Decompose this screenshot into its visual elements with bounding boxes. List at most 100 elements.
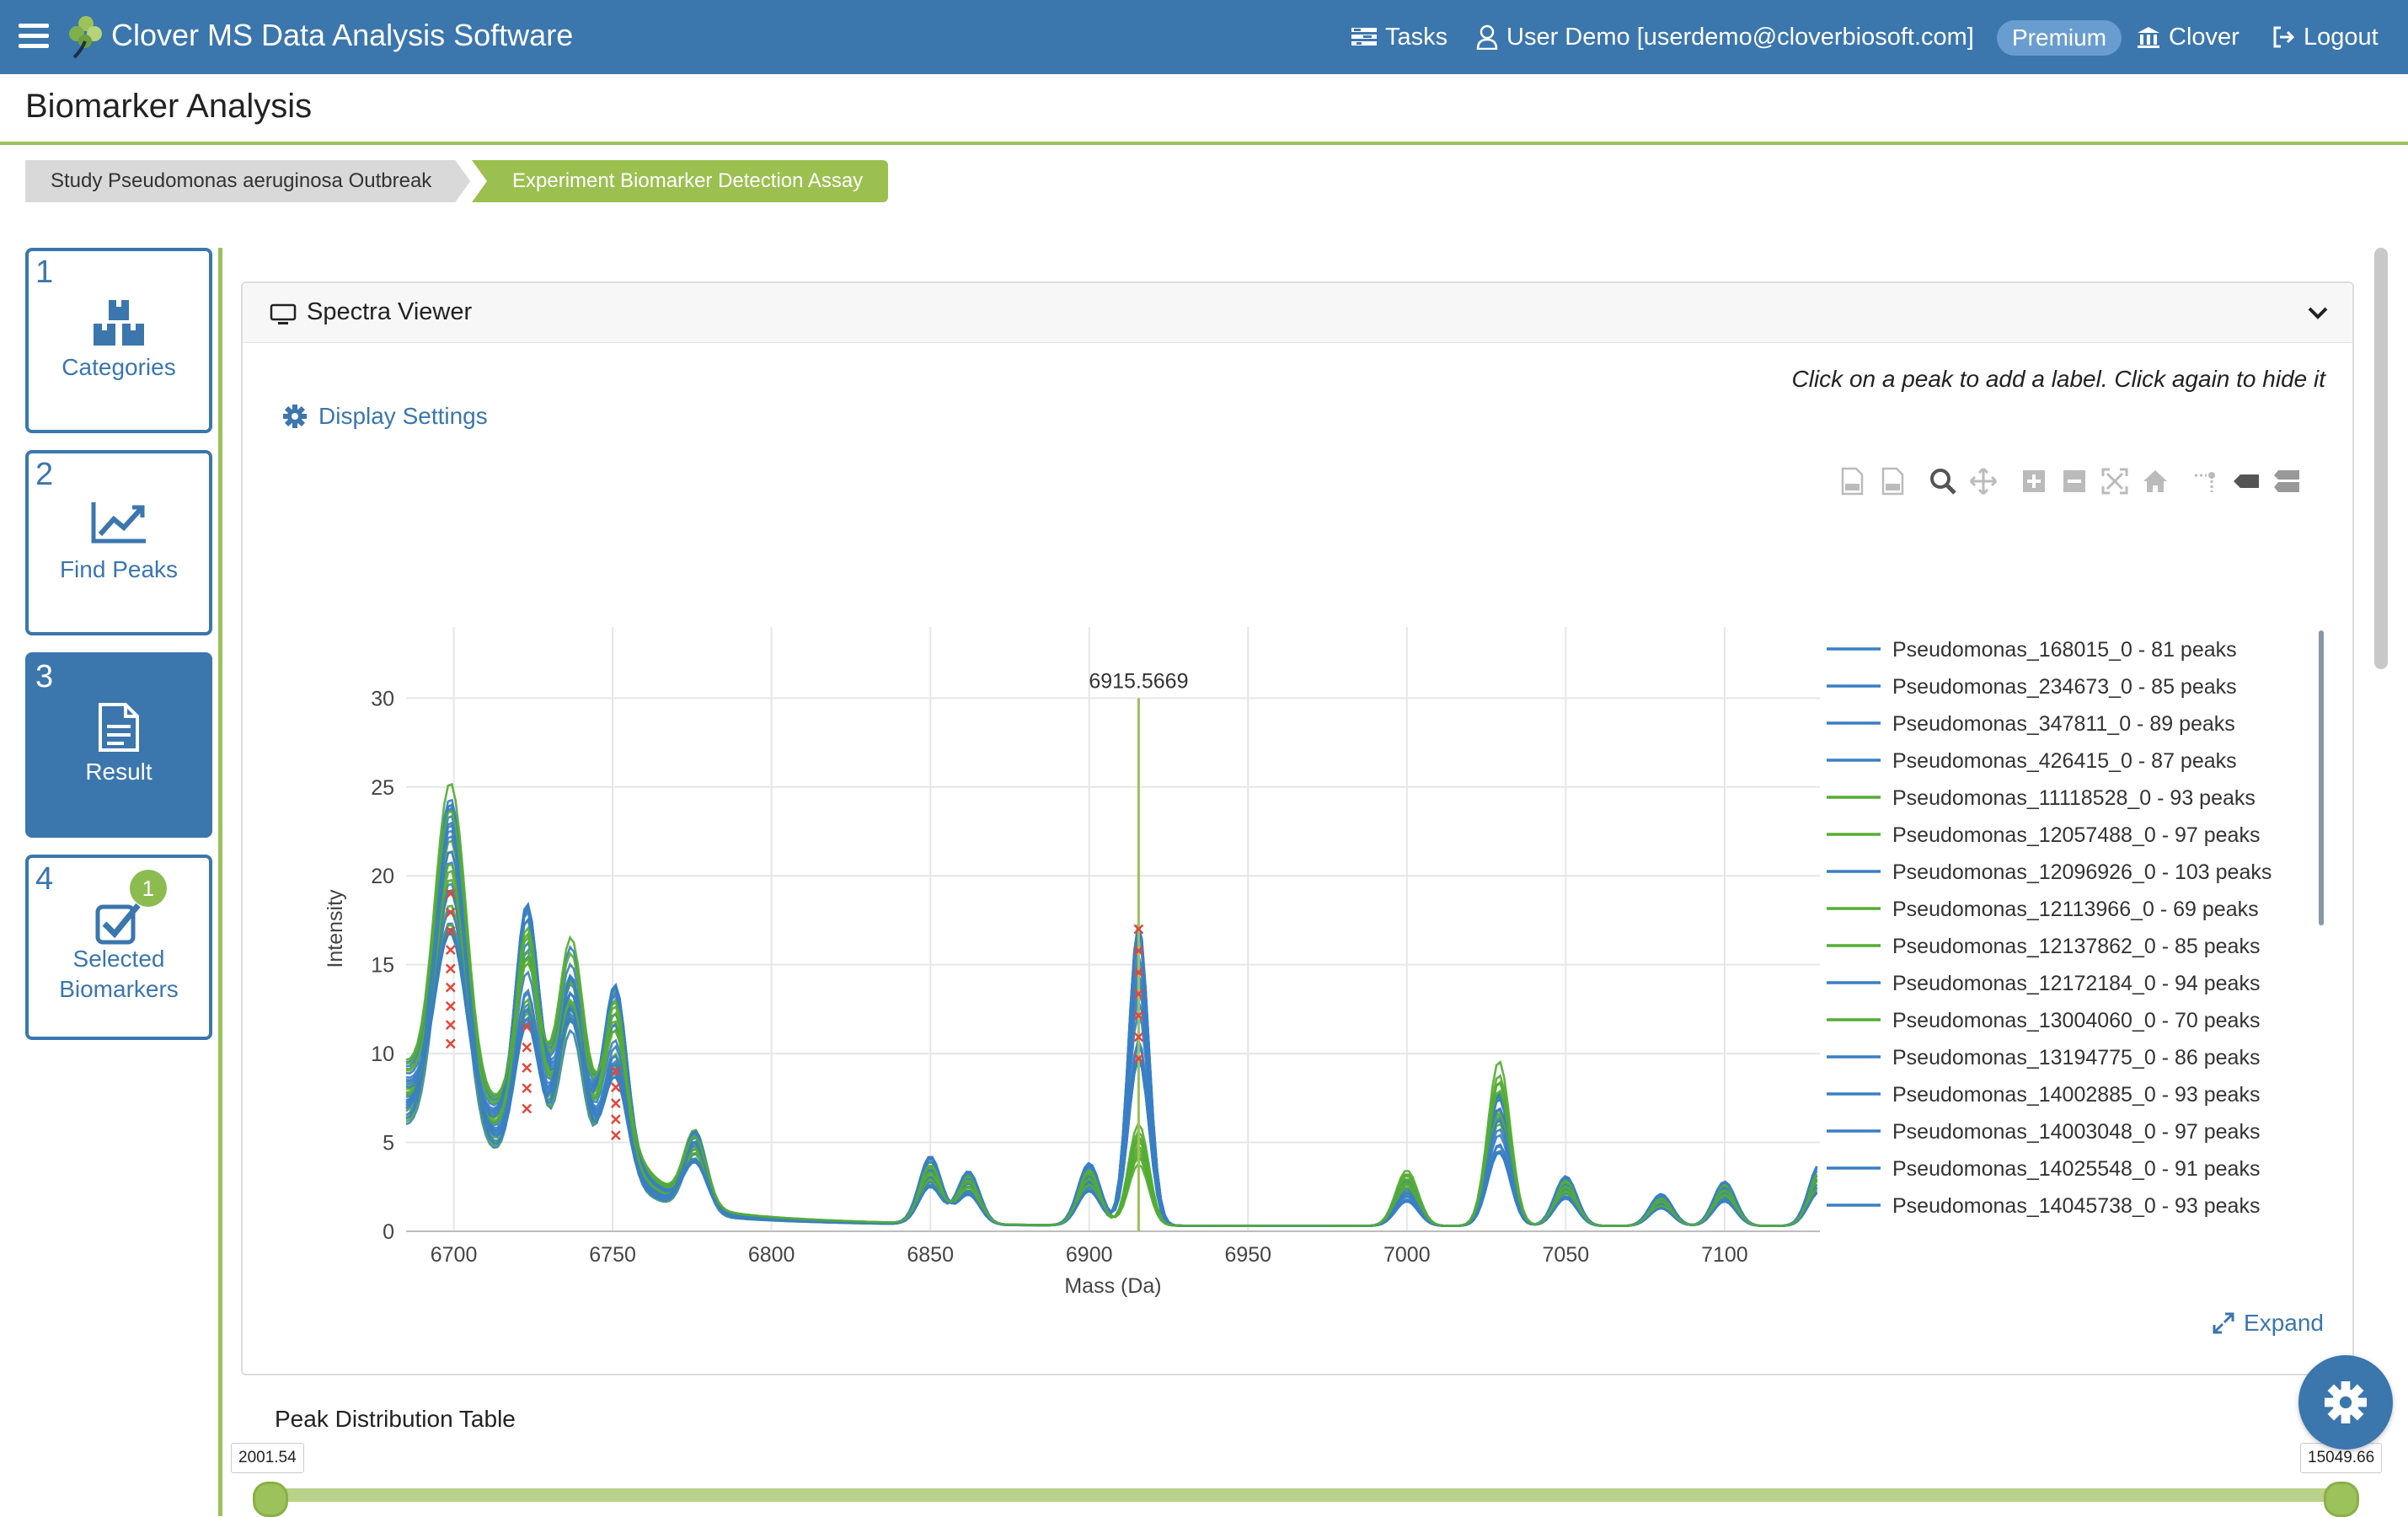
legend-item[interactable]: Pseudomonas_347811_0 - 89 peaks [1892,712,2235,736]
spike-lines-icon[interactable] [2189,464,2223,498]
breadcrumb-experiment[interactable]: Experiment Biomarker Detection Assay [472,160,889,202]
spectra-traces [405,782,1818,1228]
peak-marker [1133,946,1144,956]
download-png-icon[interactable] [1835,464,1869,498]
x-tick-label: 7000 [1383,1243,1431,1267]
legend-item[interactable]: Pseudomonas_12096926_0 - 103 peaks [1892,860,2272,884]
range-max-handle[interactable] [2324,1482,2359,1517]
hover-closest-icon[interactable] [2229,464,2263,498]
legend-item[interactable]: Pseudomonas_234673_0 - 85 peaks [1892,675,2237,699]
step-label: Find Peaks [59,556,179,582]
check-square-icon [95,903,141,945]
legend-item[interactable]: Pseudomonas_13004060_0 - 70 peaks [1892,1009,2260,1032]
spectra-chart[interactable]: 6700 6750 6800 6850 6900 6950 7000 7050 7100 0 5 1… [243,283,2352,1374]
page-title: Biomarker Analysis [25,88,313,125]
step-number: 2 [35,457,54,492]
settings-fab-button[interactable] [2298,1355,2393,1450]
legend-item[interactable]: Pseudomonas_14003048_0 - 97 peaks [1892,1120,2260,1144]
step-label: Categories [62,354,176,380]
clover-link[interactable]: Clover [2137,20,2239,54]
mass-range-slider[interactable] [253,1488,2351,1502]
y-tick-label: 20 [371,865,394,888]
user-menu[interactable]: User Demo [userdemo@cloverbiosoft.com] [1476,20,1974,54]
x-axis-label: Mass (Da) [1064,1274,1161,1298]
legend-item[interactable]: Pseudomonas_14025548_0 - 91 peaks [1892,1157,2260,1181]
top-navbar: Clover MS Data Analysis Software Tasks U… [0,0,2408,74]
page-scrollbar[interactable] [2374,248,2388,669]
hover-compare-icon[interactable] [2270,464,2304,498]
chevron-down-icon[interactable] [2305,300,2330,325]
legend-item[interactable]: Pseudomonas_12137862_0 - 85 peaks [1892,935,2260,958]
peak-marker [522,1103,532,1114]
peak-marker [1133,1053,1144,1064]
y-axis-ticks: 0 5 10 15 20 25 30 [371,687,394,1244]
display-settings-link[interactable]: Display Settings [283,403,488,430]
biomarker-label: 6915.5669 [1089,669,1188,693]
app-title: Clover MS Data Analysis Software [111,18,574,52]
institution-icon [2138,27,2159,48]
peak-marker [1133,989,1144,1000]
peak-marker [522,1021,532,1032]
tasks-link[interactable]: Tasks [1351,20,1447,54]
panel-header[interactable]: Spectra Viewer [243,283,2352,343]
zoom-icon[interactable] [1926,464,1960,498]
legend-item[interactable]: Pseudomonas_11118528_0 - 93 peaks [1892,786,2255,810]
legend-item[interactable]: Pseudomonas_14045738_0 - 93 peaks [1892,1194,2260,1218]
sidebar-divider [218,248,222,1516]
clover-label: Clover [2169,24,2239,51]
legend-item[interactable]: Pseudomonas_12057488_0 - 97 peaks [1892,823,2260,847]
peak-marker [522,1063,532,1073]
logout-icon [2273,26,2295,48]
peak-marker [445,963,456,974]
spectrum-trace [405,882,1818,1228]
autoscale-icon[interactable] [2098,464,2132,498]
display-settings-label: Display Settings [318,403,488,429]
peak-marker [1133,1010,1144,1021]
peak-marker [1133,967,1144,978]
download-svg-icon[interactable] [1876,464,1909,498]
x-tick-label: 6900 [1066,1243,1113,1267]
tasks-icon [1351,28,1377,46]
peak-marker [445,982,456,993]
peak-table-title: Peak Distribution Table [275,1406,516,1432]
legend-item[interactable]: Pseudomonas_426415_0 - 87 peaks [1892,749,2237,773]
step-categories[interactable]: 1 Categories [25,248,212,433]
logout-link[interactable]: Logout [2272,20,2379,54]
home-icon[interactable] [2138,464,2172,498]
legend-item[interactable]: Pseudomonas_14002885_0 - 93 peaks [1892,1083,2260,1107]
gear-icon [2325,1381,2367,1423]
range-min-handle[interactable] [253,1482,288,1517]
peak-marker [610,1082,621,1093]
peak-marker [610,1098,621,1109]
y-tick-label: 30 [371,687,394,710]
user-label: User Demo [userdemo@cloverbiosoft.com] [1506,24,1974,51]
step-find-peaks[interactable]: 2 Find Peaks [25,450,212,635]
pan-icon[interactable] [1967,464,2000,498]
marker-line-group: 6915.5669 [1089,669,1189,1231]
x-tick-label: 7050 [1543,1243,1590,1267]
step-number: 1 [35,255,54,290]
legend-item[interactable]: Pseudomonas_13194775_0 - 86 peaks [1892,1046,2260,1069]
peak-marker [1133,924,1144,935]
expand-chart-link[interactable]: Expand [2212,1310,2324,1337]
y-tick-label: 25 [371,776,394,800]
y-tick-label: 10 [371,1043,394,1066]
peak-marker [445,1000,456,1011]
step-selected-biomarkers[interactable]: 4 1 Selected Biomarkers [25,855,212,1040]
tasks-label: Tasks [1385,24,1448,51]
legend-item[interactable]: Pseudomonas_12113966_0 - 69 peaks [1892,898,2259,921]
y-tick-label: 5 [383,1132,394,1155]
zoom-in-icon[interactable] [2017,464,2051,498]
step-result[interactable]: 3 Result [25,652,212,838]
breadcrumb-study[interactable]: Study Pseudomonas aeruginosa Outbreak [25,160,470,202]
peak-marker [445,945,456,955]
step-number: 3 [35,659,54,694]
chart-legend: Pseudomonas_168015_0 - 81 peaks Pseudomon… [1827,638,2272,1218]
zoom-out-icon[interactable] [2058,464,2091,498]
legend-item[interactable]: Pseudomonas_12172184_0 - 94 peaks [1892,972,2260,995]
step-label: Selected Biomarkers [59,946,179,1002]
step-number: 4 [35,861,54,897]
y-tick-label: 0 [383,1220,394,1244]
hamburger-menu-icon[interactable] [19,24,49,51]
legend-item[interactable]: Pseudomonas_168015_0 - 81 peaks [1892,638,2237,662]
